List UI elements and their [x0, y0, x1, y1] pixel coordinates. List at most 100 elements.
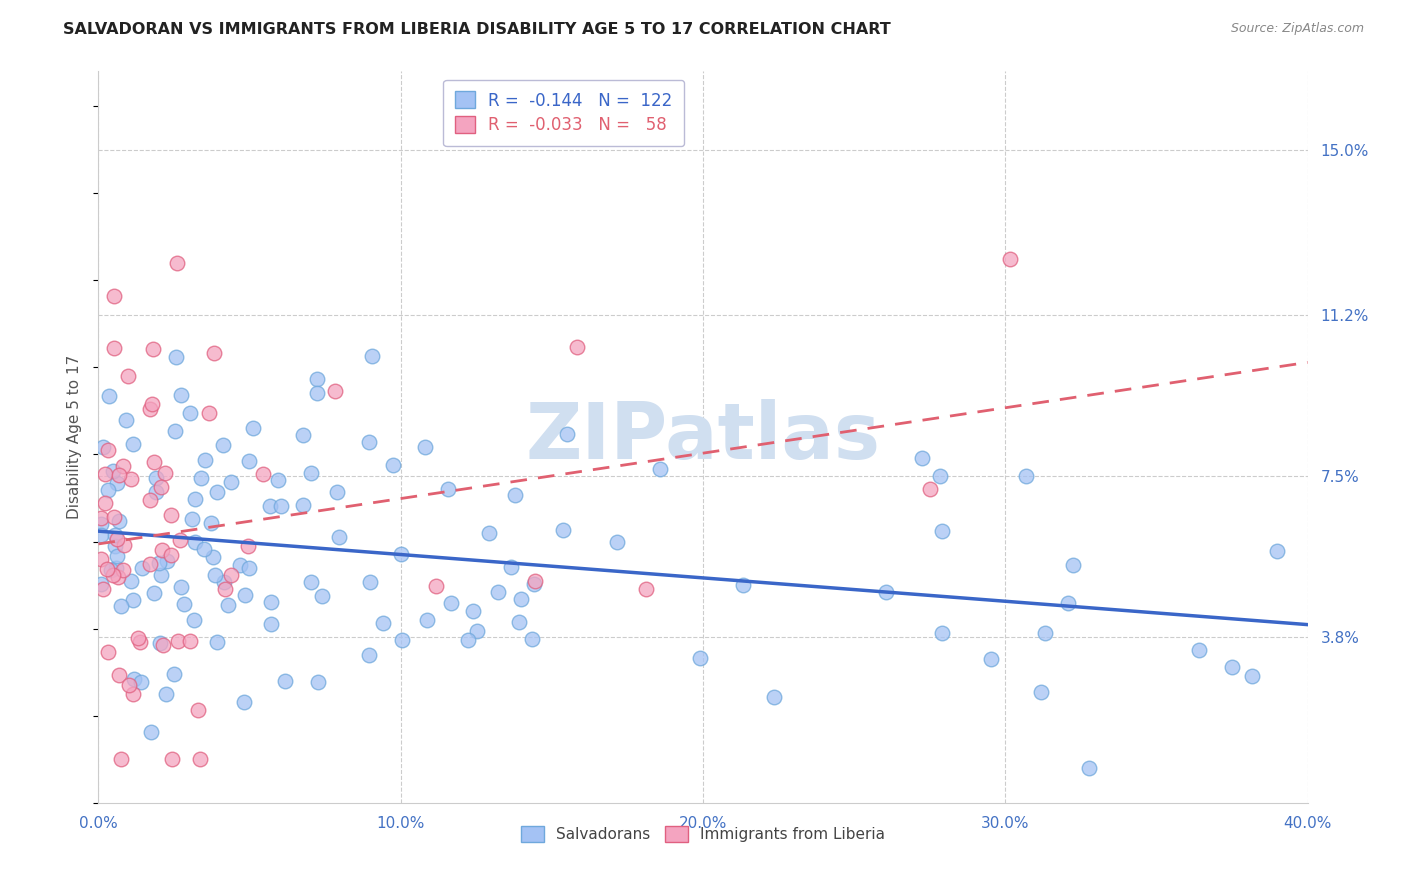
Point	[170, 388, 193, 402]
Point	[200, 516, 222, 531]
Point	[238, 454, 260, 468]
Point	[117, 368, 139, 383]
Point	[107, 467, 129, 482]
Point	[311, 589, 333, 603]
Point	[105, 561, 128, 575]
Point	[183, 534, 205, 549]
Point	[233, 588, 256, 602]
Point	[217, 598, 239, 612]
Point	[150, 568, 173, 582]
Point	[202, 549, 225, 564]
Point	[96, 562, 118, 576]
Point	[97, 645, 120, 659]
Point	[1015, 469, 1038, 483]
Point	[1240, 669, 1263, 683]
Point	[1078, 761, 1101, 775]
Point	[520, 632, 543, 647]
Point	[155, 687, 177, 701]
Point	[142, 455, 165, 469]
Point	[299, 574, 322, 589]
Point	[145, 471, 167, 485]
Point	[1029, 684, 1052, 698]
Point	[179, 406, 201, 420]
Point	[122, 593, 145, 607]
Point	[165, 351, 187, 365]
Point	[980, 651, 1002, 665]
Point	[112, 538, 135, 552]
Point	[1056, 596, 1078, 610]
Point	[160, 508, 183, 523]
Point	[90, 516, 112, 531]
Point	[875, 585, 897, 599]
Point	[105, 549, 128, 563]
Point	[465, 624, 488, 639]
Point	[108, 514, 131, 528]
Point	[101, 464, 124, 478]
Point	[149, 480, 172, 494]
Point	[205, 484, 228, 499]
Point	[389, 547, 412, 561]
Point	[94, 467, 117, 482]
Point	[105, 476, 128, 491]
Point	[162, 752, 184, 766]
Point	[121, 687, 143, 701]
Point	[928, 468, 950, 483]
Point	[121, 437, 143, 451]
Point	[131, 674, 153, 689]
Point	[94, 496, 117, 510]
Point	[139, 725, 162, 739]
Point	[111, 563, 134, 577]
Point	[305, 372, 328, 386]
Point	[107, 570, 129, 584]
Point	[252, 467, 274, 481]
Point	[391, 633, 413, 648]
Point	[145, 485, 167, 500]
Point	[307, 386, 329, 401]
Point	[307, 675, 329, 690]
Point	[1033, 626, 1056, 640]
Point	[173, 597, 195, 611]
Point	[503, 488, 526, 502]
Point	[90, 577, 112, 591]
Point	[118, 678, 141, 692]
Point	[122, 672, 145, 686]
Point	[187, 703, 209, 717]
Point	[188, 752, 211, 766]
Point	[689, 651, 711, 665]
Point	[103, 289, 125, 303]
Point	[150, 542, 173, 557]
Point	[91, 440, 114, 454]
Point	[202, 346, 225, 360]
Point	[416, 613, 439, 627]
Point	[97, 442, 120, 457]
Point	[163, 666, 186, 681]
Point	[229, 558, 252, 573]
Point	[478, 526, 501, 541]
Point	[911, 451, 934, 466]
Point	[110, 752, 132, 766]
Point	[149, 636, 172, 650]
Point	[437, 482, 460, 496]
Point	[103, 509, 125, 524]
Point	[160, 548, 183, 562]
Point	[931, 626, 953, 640]
Point	[260, 595, 283, 609]
Point	[100, 563, 122, 577]
Point	[457, 633, 479, 648]
Point	[101, 567, 124, 582]
Point	[998, 252, 1021, 267]
Point	[214, 582, 236, 596]
Point	[128, 635, 150, 649]
Point	[413, 440, 436, 454]
Point	[382, 458, 405, 473]
Point	[127, 631, 149, 645]
Point	[510, 592, 533, 607]
Point	[193, 542, 215, 557]
Point	[141, 397, 163, 411]
Point	[103, 341, 125, 355]
Point	[114, 412, 136, 426]
Point	[139, 557, 162, 571]
Point	[236, 539, 259, 553]
Point	[551, 523, 574, 537]
Point	[180, 512, 202, 526]
